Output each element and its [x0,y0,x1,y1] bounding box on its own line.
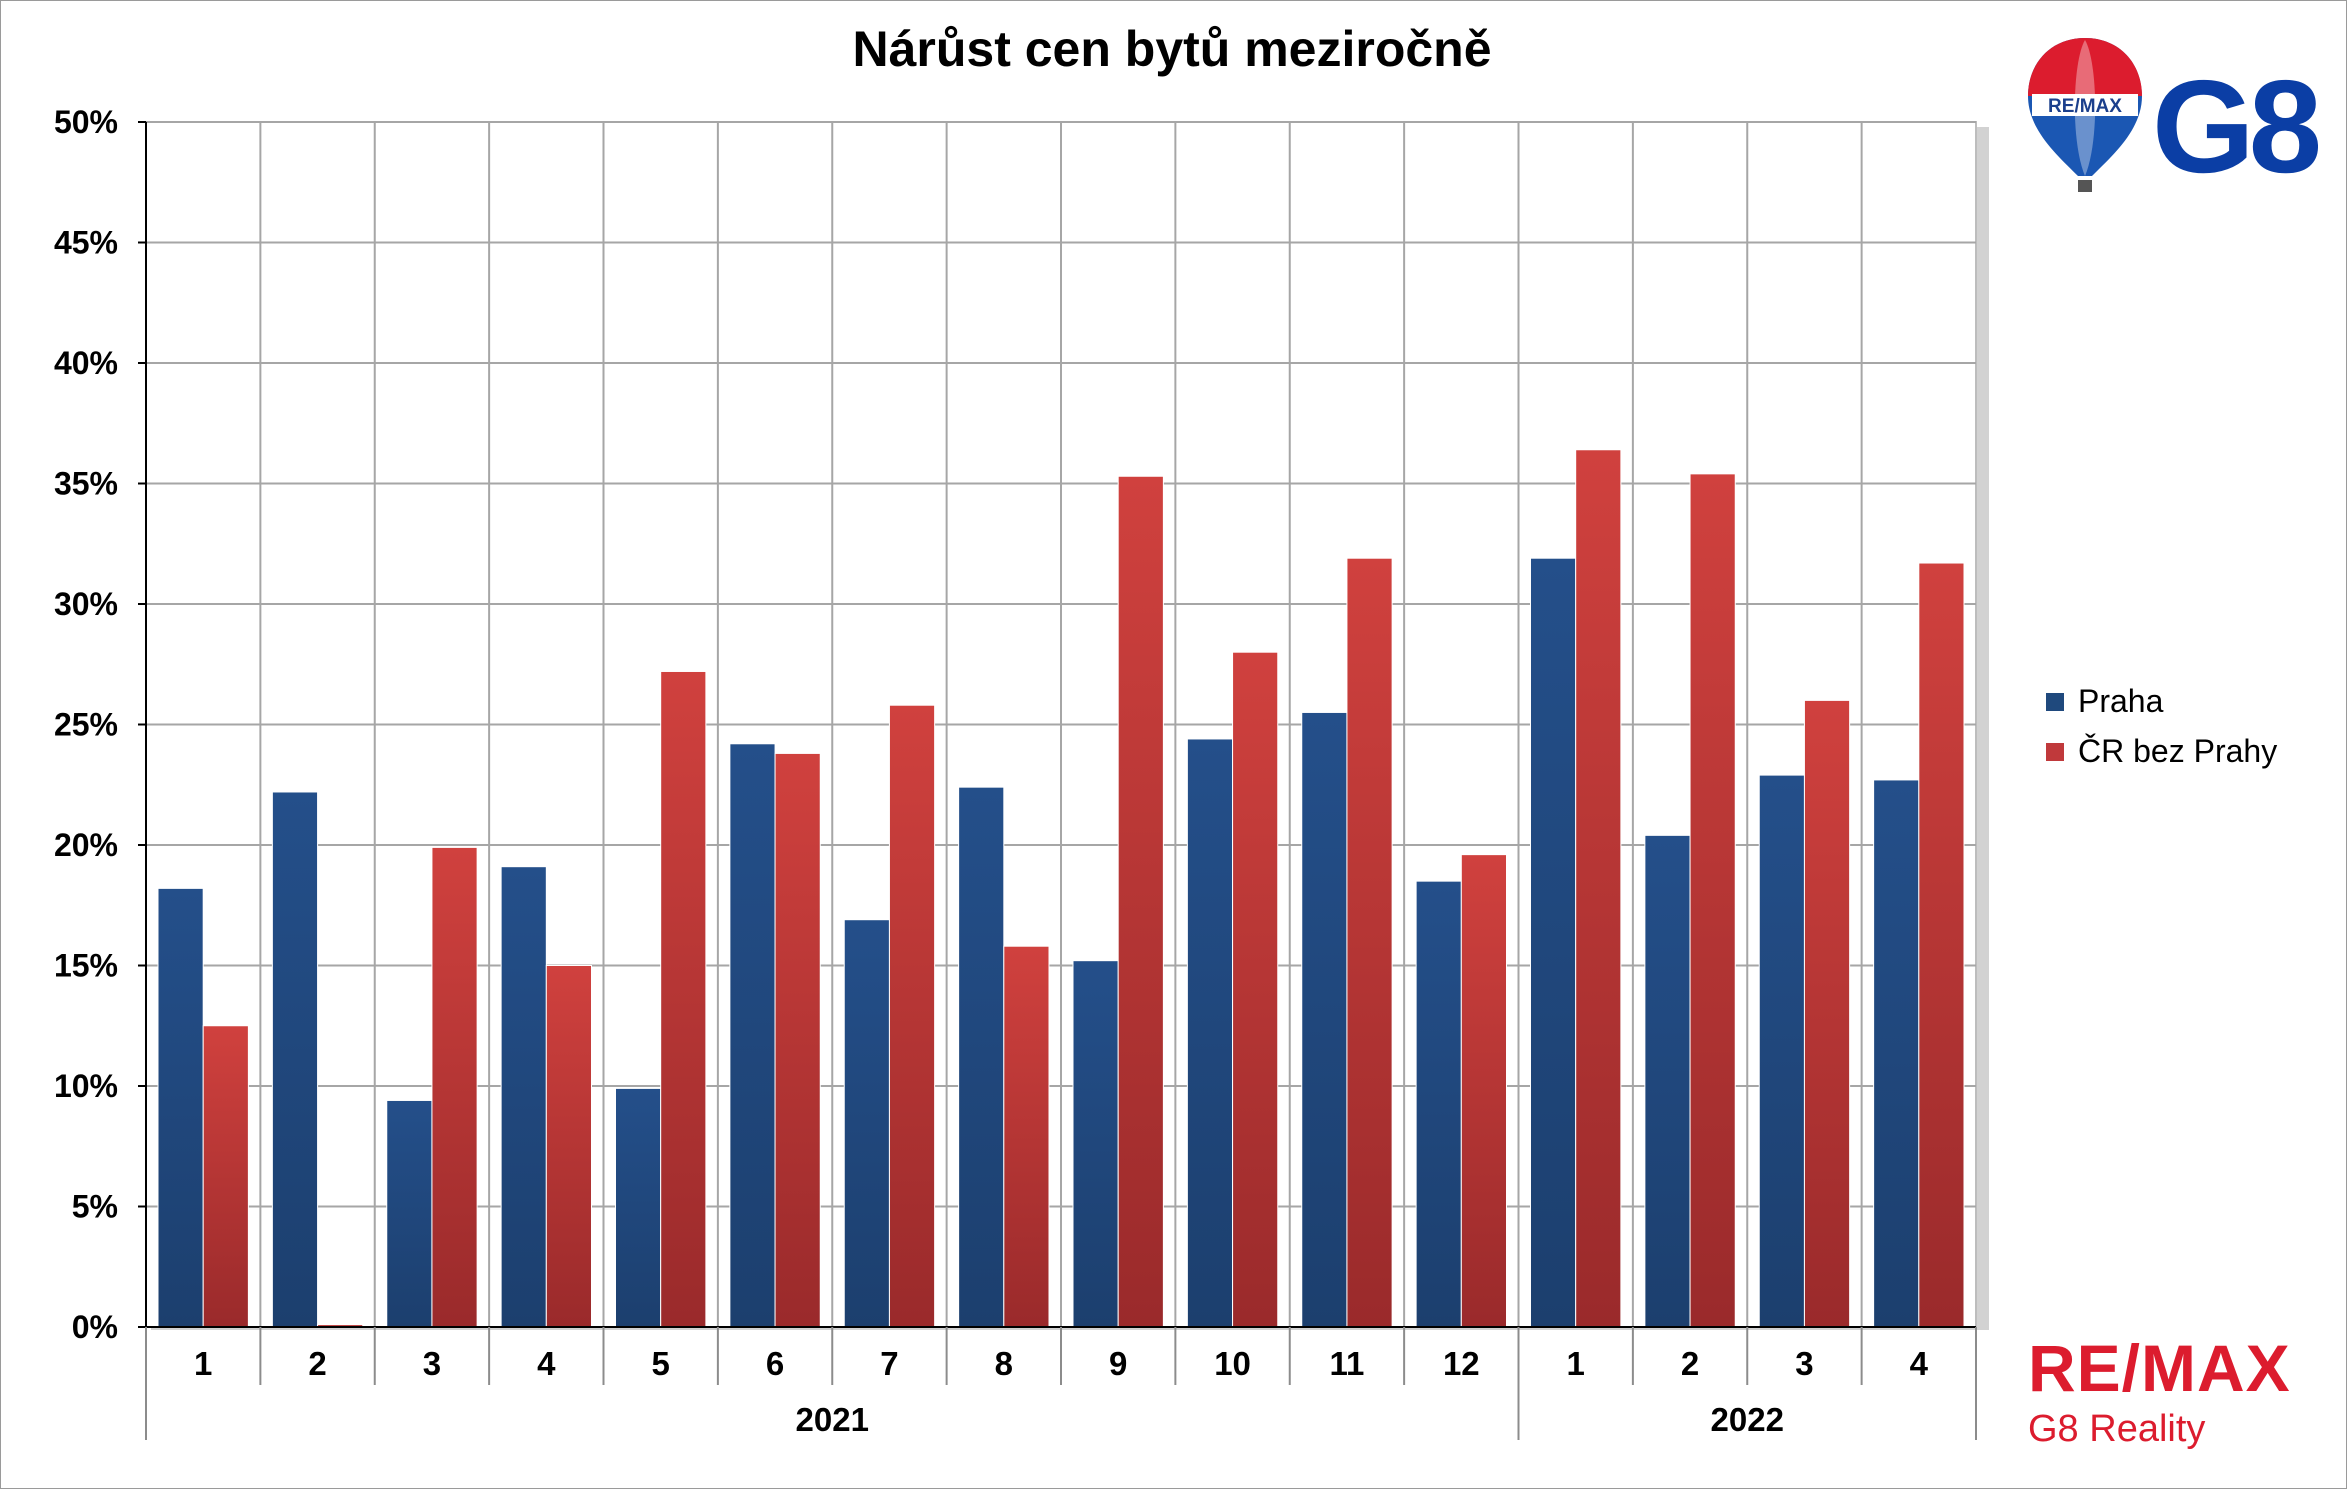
legend-label: Praha [2078,683,2164,719]
bar-cr-bez-prahy [1575,449,1622,1328]
bar-cr-bez-prahy [1689,473,1736,1328]
bar-praha [1530,557,1577,1328]
bar-cr-bez-prahy [1346,557,1393,1328]
balloon-label: RE/MAX [2048,96,2122,117]
remax-wordmark: RE/MAX [2028,1331,2291,1405]
bar-cr-bez-prahy [1003,945,1050,1328]
bar-cr-bez-prahy [545,965,592,1328]
g8-reality-label: G8 Reality [2028,1408,2206,1450]
x-tick-label: 4 [1910,1345,1929,1382]
x-tick-label: 6 [766,1345,784,1382]
bar-praha [958,786,1005,1328]
bar-praha [1873,779,1920,1328]
x-tick-label: 11 [1329,1345,1364,1382]
bar-cr-bez-prahy [1460,854,1507,1328]
y-tick-label: 45% [54,225,118,261]
x-tick-label: 1 [1567,1345,1585,1382]
bar-cr-bez-prahy [1232,651,1279,1328]
bar-praha [615,1087,662,1328]
y-tick-label: 50% [54,104,118,140]
bar-cr-bez-prahy [202,1025,249,1328]
x-tick-label: 5 [652,1345,670,1382]
x-group-label: 2021 [796,1401,869,1438]
y-tick-label: 30% [54,586,118,622]
x-tick-label: 9 [1109,1345,1127,1382]
bar-praha [729,743,776,1328]
y-tick-label: 10% [54,1068,118,1104]
x-tick-label: 1 [194,1345,212,1382]
bar-cr-bez-prahy [774,752,821,1328]
legend: Praha ČR bez Prahy [2046,683,2277,769]
y-tick-label: 15% [54,948,118,984]
x-tick-label: 10 [1214,1345,1251,1382]
chart-title: Nárůst cen bytů meziročně [852,21,1491,77]
bar-praha [386,1099,433,1328]
bar-cr-bez-prahy [1117,475,1164,1328]
bar-cr-bez-prahy [660,670,707,1328]
bar-cr-bez-prahy [888,704,936,1328]
y-tick-label: 40% [54,345,118,381]
bar-cr-bez-prahy [431,846,478,1328]
bar-praha [500,866,547,1328]
x-tick-label: 3 [423,1345,441,1382]
x-tick-label: 2 [1681,1345,1699,1382]
g8-logo-text: G8 [2152,53,2318,200]
bar-praha [1758,774,1805,1328]
bar-praha [1644,834,1691,1328]
y-axis: 0% 5% 10% 15% 20% 25% 30% 35% 40% 45% 50% [54,104,147,1345]
y-tick-label: 25% [54,707,118,743]
y-tick-label: 5% [72,1189,118,1225]
bar-praha [843,919,890,1328]
y-tick-label: 35% [54,466,118,502]
x-tick-label: 12 [1443,1345,1480,1382]
bar-praha [1301,711,1348,1328]
x-tick-label: 2 [308,1345,326,1382]
bar-praha [157,887,204,1328]
x-tick-label: 7 [880,1345,898,1382]
bar-praha [1186,738,1234,1328]
x-tick-label: 3 [1795,1345,1813,1382]
bar-praha [1072,960,1119,1328]
legend-swatch [2046,743,2064,761]
y-tick-label: 20% [54,827,118,863]
y-tick-label: 0% [72,1309,118,1345]
x-group-label: 2022 [1711,1401,1784,1438]
legend-swatch [2046,693,2064,711]
x-tick-label: 8 [995,1345,1013,1382]
bar-praha [271,791,319,1328]
remax-g8-reality-brand: RE/MAX G8 Reality [2028,1335,2328,1451]
bars [157,449,1965,1328]
bar-cr-bez-prahy [1803,699,1851,1328]
x-tick-label: 4 [537,1345,556,1382]
legend-label: ČR bez Prahy [2078,733,2277,769]
bar-cr-bez-prahy [1918,562,1965,1328]
bar-praha [1415,880,1462,1328]
balloon-icon: RE/MAX [2028,38,2142,192]
remax-g8-logo: RE/MAX G8 [2028,30,2325,205]
